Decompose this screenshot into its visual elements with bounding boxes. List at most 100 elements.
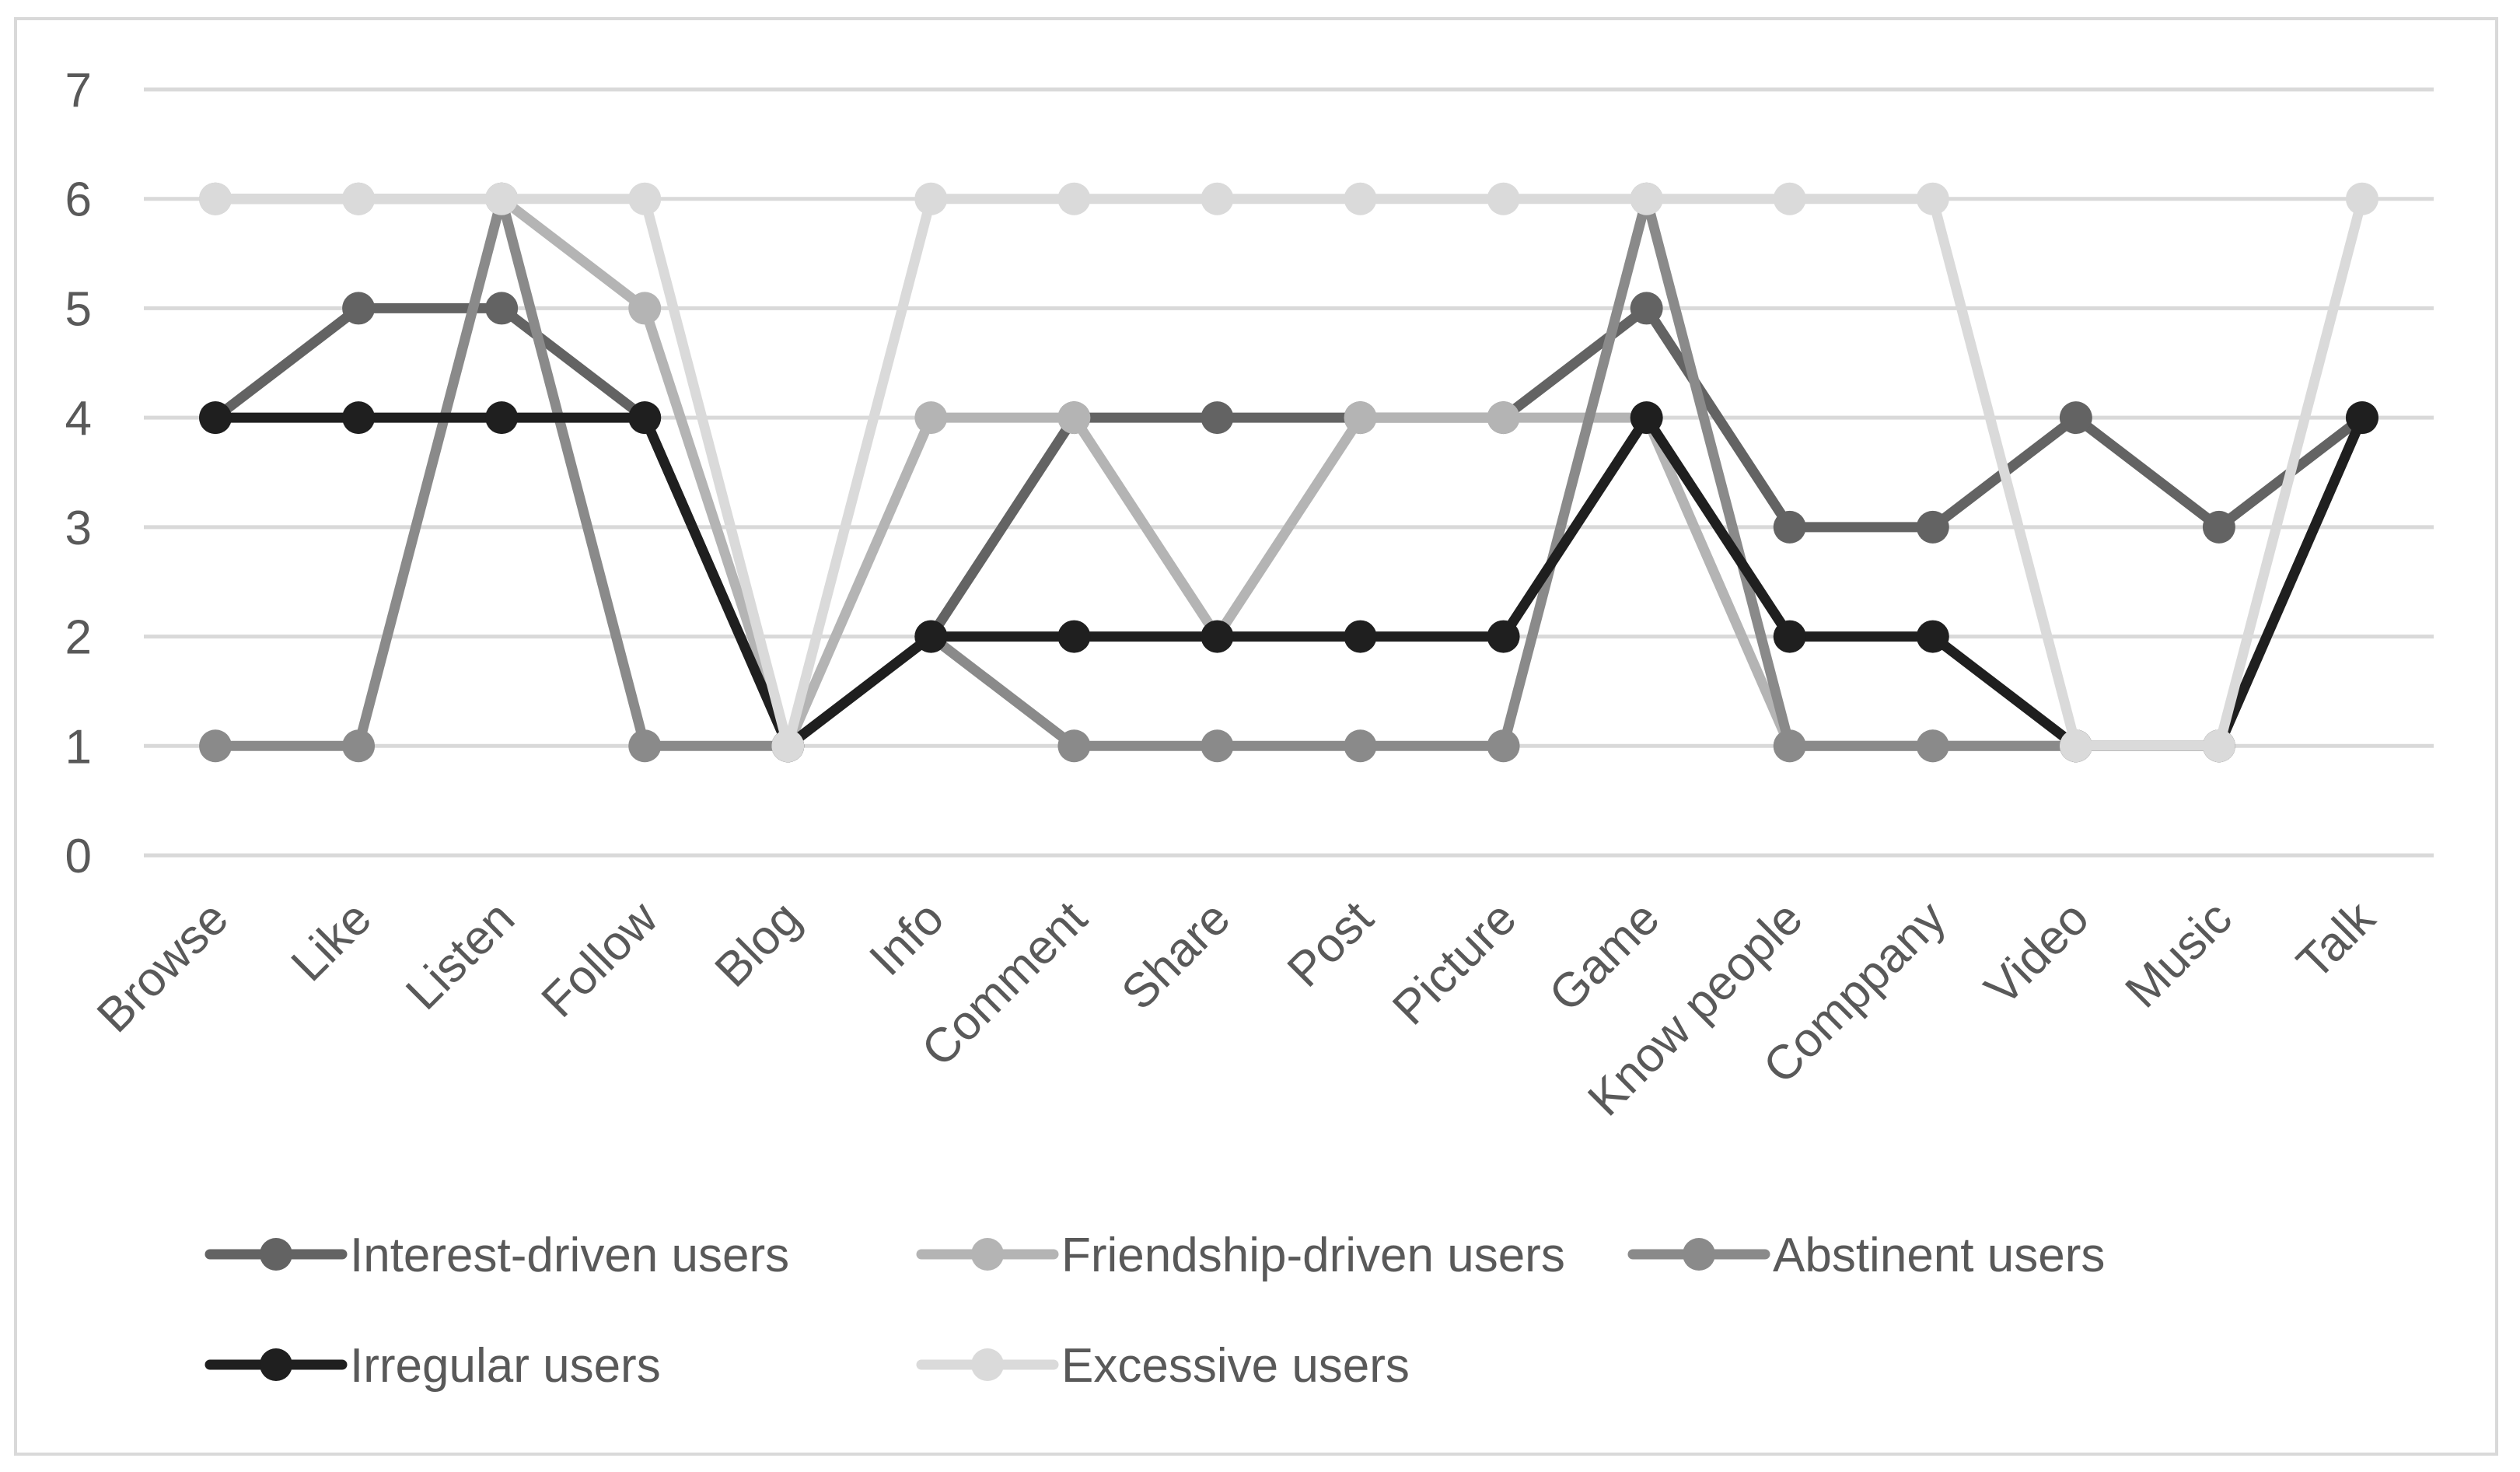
data-point: [1201, 182, 1234, 215]
data-point: [1916, 182, 1949, 215]
legend-item: Abstinent users: [1627, 1229, 2105, 1282]
legend-label: Excessive users: [1061, 1339, 1410, 1393]
data-point: [1344, 401, 1377, 435]
data-point: [199, 729, 232, 763]
data-point: [1057, 729, 1091, 763]
data-point: [2059, 401, 2092, 435]
legend-label: Friendship-driven users: [1061, 1229, 1565, 1282]
legend-marker: [971, 1238, 1004, 1271]
legend-item: Friendship-driven users: [916, 1229, 1565, 1282]
data-point: [1487, 401, 1520, 435]
data-point: [1916, 510, 1949, 544]
data-point: [1630, 292, 1663, 325]
data-point: [1201, 620, 1234, 653]
legend-label: Abstinent users: [1773, 1229, 2105, 1282]
data-point: [199, 182, 232, 215]
data-point: [1773, 182, 1806, 215]
data-point: [1630, 182, 1663, 215]
data-point: [2345, 182, 2378, 215]
data-point: [342, 729, 376, 763]
y-tick-label: 2: [65, 611, 92, 665]
legend-marker: [260, 1348, 292, 1381]
data-point: [914, 401, 948, 435]
data-point: [1487, 182, 1520, 215]
x-tick-label: Post: [1277, 891, 1384, 998]
series-2: [199, 182, 2378, 763]
y-tick-label: 1: [65, 720, 92, 774]
y-tick-label: 5: [65, 282, 92, 336]
data-point: [628, 182, 662, 215]
x-tick-label: Game: [1539, 891, 1669, 1022]
series-4: [199, 182, 2378, 763]
data-point: [1344, 620, 1377, 653]
x-tick-label: Browse: [87, 891, 239, 1043]
data-point: [1773, 729, 1806, 763]
y-tick-label: 7: [65, 64, 92, 117]
data-point: [1057, 401, 1091, 435]
series-line: [210, 194, 2368, 751]
series-1: [199, 182, 2378, 763]
y-tick-label: 6: [65, 173, 92, 227]
data-point: [1487, 620, 1520, 653]
x-tick-label: Music: [2116, 891, 2242, 1018]
data-point: [628, 401, 662, 435]
data-point: [199, 401, 232, 435]
data-point: [2345, 401, 2378, 435]
data-point: [1057, 620, 1091, 653]
data-point: [2202, 729, 2235, 763]
series-line: [210, 194, 2368, 751]
data-point: [1916, 620, 1949, 653]
data-point: [628, 729, 662, 763]
legend-label: Interest-driven users: [350, 1229, 789, 1282]
data-point: [1773, 510, 1806, 544]
data-point: [914, 620, 948, 653]
data-point: [771, 729, 805, 763]
data-point: [2202, 510, 2235, 544]
data-point: [342, 182, 376, 215]
legend-marker: [260, 1238, 292, 1271]
x-tick-label: Info: [859, 891, 954, 986]
data-point: [1773, 620, 1806, 653]
series-3: [199, 401, 2378, 763]
data-point: [1201, 729, 1234, 763]
data-point: [914, 182, 948, 215]
data-point: [485, 182, 519, 215]
data-point: [1916, 729, 1949, 763]
x-tick-label: Talk: [2287, 890, 2385, 989]
data-point: [1057, 182, 1091, 215]
legend-label: Irregular users: [350, 1339, 661, 1393]
series-line: [210, 412, 2368, 751]
data-point: [1344, 729, 1377, 763]
x-tick-label: Blog: [705, 891, 812, 998]
data-point: [1630, 401, 1663, 435]
data-point: [628, 292, 662, 325]
data-point: [2059, 729, 2092, 763]
y-axis-ticks: 0 1 2 3 4 5 6 7: [65, 64, 92, 883]
y-tick-label: 4: [65, 392, 92, 446]
legend-marker: [971, 1348, 1004, 1381]
data-point: [342, 401, 376, 435]
series-lines: [199, 182, 2378, 763]
data-point: [485, 292, 519, 325]
legend-item: Excessive users: [916, 1339, 1410, 1393]
data-point: [342, 292, 376, 325]
x-tick-label: Listen: [396, 891, 525, 1020]
legend-item: Interest-driven users: [204, 1229, 789, 1282]
x-tick-label: Share: [1112, 891, 1241, 1020]
x-tick-label: Video: [1975, 891, 2099, 1016]
series-line: [210, 194, 2368, 751]
legend: Interest-driven users Friendship-driven u…: [204, 1229, 2105, 1393]
legend-marker: [1683, 1238, 1715, 1271]
data-point: [1201, 401, 1234, 435]
y-tick-label: 3: [65, 502, 92, 555]
x-tick-label: Like: [281, 891, 382, 991]
legend-item: Irregular users: [204, 1339, 661, 1393]
data-point: [1344, 182, 1377, 215]
data-point: [485, 401, 519, 435]
x-tick-label: Follow: [532, 891, 669, 1028]
y-tick-label: 0: [65, 830, 92, 883]
x-tick-label: Picture: [1382, 891, 1526, 1035]
data-point: [1487, 729, 1520, 763]
